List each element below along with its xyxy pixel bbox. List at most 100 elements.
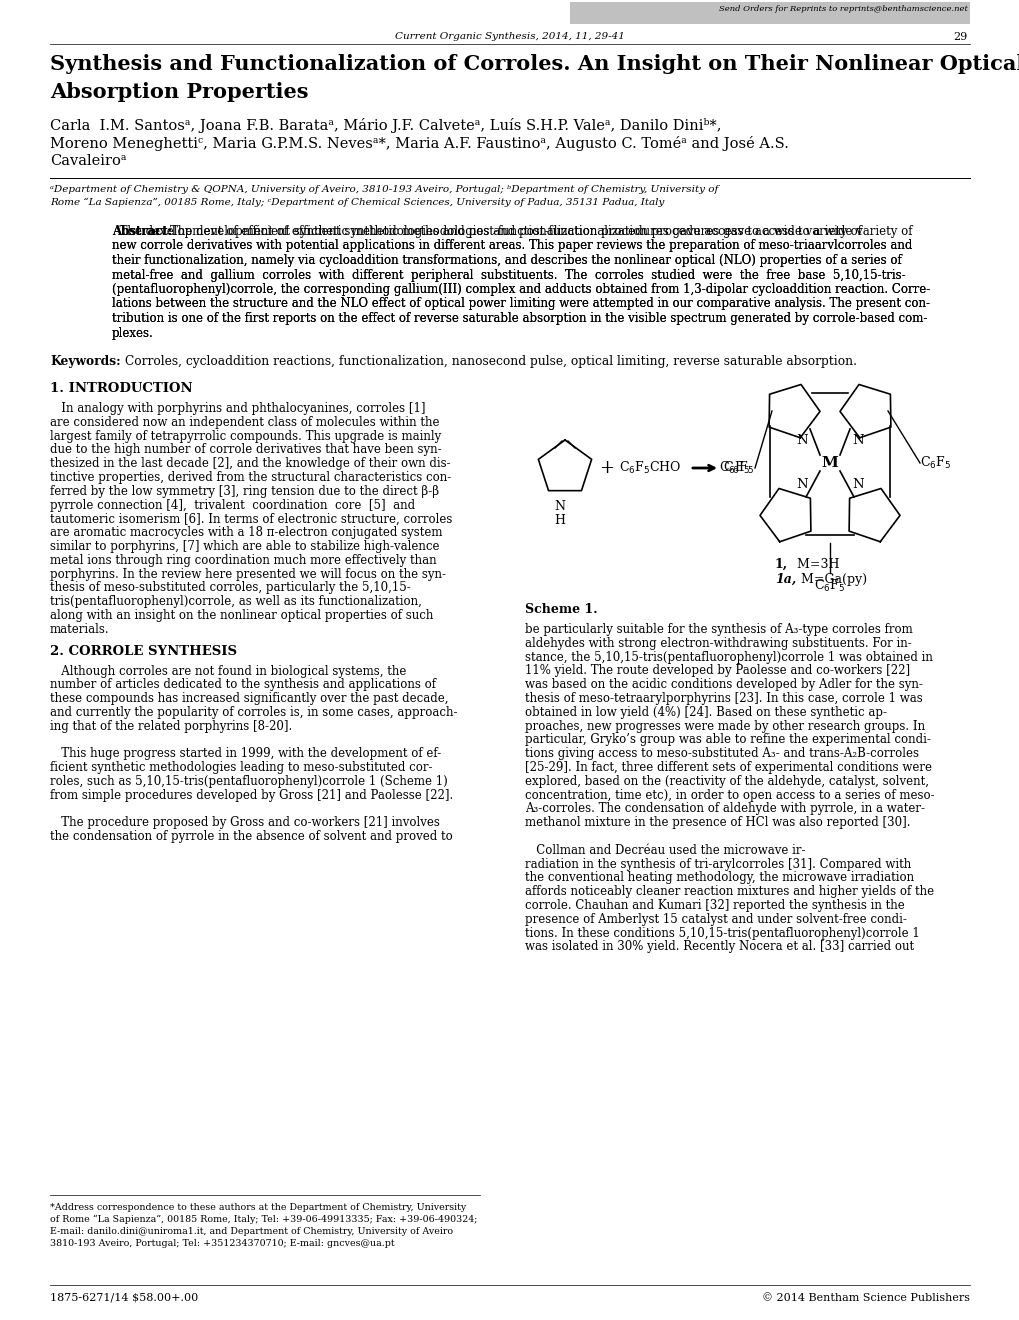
Text: lations between the structure and the NLO effect of optical power limiting were : lations between the structure and the NL… bbox=[112, 297, 929, 310]
Text: plexes.: plexes. bbox=[112, 326, 154, 339]
Text: 1,: 1, bbox=[774, 558, 788, 572]
Text: methanol mixture in the presence of HCl was also reported [30].: methanol mixture in the presence of HCl … bbox=[525, 816, 910, 829]
Text: their functionalization, namely via cycloaddition transformations, and describes: their functionalization, namely via cycl… bbox=[112, 253, 901, 267]
Text: was isolated in 30% yield. Recently Nocera et al. [33] carried out: was isolated in 30% yield. Recently Noce… bbox=[525, 940, 913, 953]
Text: The development of efficient synthetic methodologies and post-functionalization : The development of efficient synthetic m… bbox=[170, 224, 912, 238]
Text: 1875-6271/14 $58.00+.00: 1875-6271/14 $58.00+.00 bbox=[50, 1294, 198, 1303]
Text: N: N bbox=[554, 500, 565, 513]
Text: Rome “La Sapienza”, 00185 Rome, Italy; ᶜDepartment of Chemical Sciences, Univers: Rome “La Sapienza”, 00185 Rome, Italy; ᶜ… bbox=[50, 198, 663, 207]
Text: metal-free  and  gallium  corroles  with  different  peripheral  substituents.  : metal-free and gallium corroles with dif… bbox=[112, 268, 905, 281]
Text: ing that of the related porphyrins [8-20].: ing that of the related porphyrins [8-20… bbox=[50, 719, 292, 733]
Text: plexes.: plexes. bbox=[112, 326, 154, 339]
Text: C$_6$F$_5$: C$_6$F$_5$ bbox=[919, 455, 951, 471]
Text: materials.: materials. bbox=[50, 623, 109, 636]
Text: was based on the acidic conditions developed by Adler for the syn-: was based on the acidic conditions devel… bbox=[525, 678, 922, 692]
Text: new corrole derivatives with potential applications in different areas. This pap: new corrole derivatives with potential a… bbox=[112, 239, 911, 252]
Text: ficient synthetic methodologies leading to meso-substituted cor-: ficient synthetic methodologies leading … bbox=[50, 762, 432, 775]
Text: new corrole derivatives with potential applications in different areas. This pap: new corrole derivatives with potential a… bbox=[112, 239, 911, 252]
Text: Synthesis and Functionalization of Corroles. An Insight on Their Nonlinear Optic: Synthesis and Functionalization of Corro… bbox=[50, 54, 1019, 74]
Text: C$_6$F$_5$: C$_6$F$_5$ bbox=[718, 459, 749, 477]
Text: the conventional heating methodology, the microwave irradiation: the conventional heating methodology, th… bbox=[525, 871, 913, 884]
Text: *Address correspondence to these authors at the Department of Chemistry, Univers: *Address correspondence to these authors… bbox=[50, 1203, 466, 1212]
Text: This huge progress started in 1999, with the development of ef-: This huge progress started in 1999, with… bbox=[50, 747, 441, 760]
Text: Current Organic Synthesis, 2014, 11, 29-41: Current Organic Synthesis, 2014, 11, 29-… bbox=[394, 32, 625, 41]
Text: are aromatic macrocycles with a 18 π-electron conjugated system: are aromatic macrocycles with a 18 π-ele… bbox=[50, 527, 442, 539]
Text: 1a,: 1a, bbox=[774, 573, 796, 586]
Text: concentration, time etc), in order to open access to a series of meso-: concentration, time etc), in order to op… bbox=[525, 788, 933, 801]
Text: Absorption Properties: Absorption Properties bbox=[50, 82, 308, 102]
Text: corrole. Chauhan and Kumari [32] reported the synthesis in the: corrole. Chauhan and Kumari [32] reporte… bbox=[525, 899, 904, 912]
Text: N: N bbox=[851, 434, 863, 447]
Text: explored, based on the (reactivity of the aldehyde, catalyst, solvent,: explored, based on the (reactivity of th… bbox=[525, 775, 928, 788]
Text: ferred by the low symmetry [3], ring tension due to the direct β-β: ferred by the low symmetry [3], ring ten… bbox=[50, 484, 439, 498]
Text: stance, the 5,10,15-tris(pentafluorophenyl)corrole 1 was obtained in: stance, the 5,10,15-tris(pentafluorophen… bbox=[525, 651, 932, 664]
Text: Collman and Decréau used the microwave ir-: Collman and Decréau used the microwave i… bbox=[525, 843, 805, 857]
Text: thesized in the last decade [2], and the knowledge of their own dis-: thesized in the last decade [2], and the… bbox=[50, 457, 450, 470]
Text: Although corroles are not found in biological systems, the: Although corroles are not found in biolo… bbox=[50, 664, 406, 677]
Text: thesis of meso-tetraarylporphyrins [23]. In this case, corrole 1 was: thesis of meso-tetraarylporphyrins [23].… bbox=[525, 692, 922, 705]
Text: N: N bbox=[796, 434, 807, 447]
Text: +: + bbox=[599, 459, 613, 477]
Text: Keywords:: Keywords: bbox=[50, 355, 120, 368]
Text: N: N bbox=[851, 479, 863, 491]
Text: due to the high number of corrole derivatives that have been syn-: due to the high number of corrole deriva… bbox=[50, 444, 441, 457]
Text: © 2014 Bentham Science Publishers: © 2014 Bentham Science Publishers bbox=[761, 1294, 969, 1303]
Text: number of articles dedicated to the synthesis and applications of: number of articles dedicated to the synt… bbox=[50, 678, 435, 692]
Text: proaches, new progresses were made by other research groups. In: proaches, new progresses were made by ot… bbox=[525, 719, 924, 733]
Text: C$_6$F$_5$CHO: C$_6$F$_5$CHO bbox=[619, 459, 681, 477]
Text: tribution is one of the first reports on the effect of reverse saturable absorpt: tribution is one of the first reports on… bbox=[112, 312, 926, 325]
Text: tions giving access to meso-substituted A₃- and trans-A₂B-corroles: tions giving access to meso-substituted … bbox=[525, 747, 918, 760]
Text: Abstract:: Abstract: bbox=[112, 224, 172, 238]
Text: thesis of meso-substituted corroles, particularly the 5,10,15-: thesis of meso-substituted corroles, par… bbox=[50, 581, 411, 594]
Text: 3810-193 Aveiro, Portugal; Tel: +351234370710; E-mail: gncves@ua.pt: 3810-193 Aveiro, Portugal; Tel: +3512343… bbox=[50, 1239, 394, 1247]
Text: A₃-corroles. The condensation of aldehyde with pyrrole, in a water-: A₃-corroles. The condensation of aldehyd… bbox=[525, 803, 924, 816]
Text: of Rome “La Sapienza”, 00185 Rome, Italy; Tel: +39-06-49913335; Fax: +39-06-4903: of Rome “La Sapienza”, 00185 Rome, Italy… bbox=[50, 1214, 477, 1225]
Text: tris(pentafluorophenyl)corrole, as well as its functionalization,: tris(pentafluorophenyl)corrole, as well … bbox=[50, 595, 422, 609]
Text: (pentafluorophenyl)corrole, the corresponding gallium(III) complex and adducts o: (pentafluorophenyl)corrole, the correspo… bbox=[112, 282, 929, 296]
Text: Scheme 1.: Scheme 1. bbox=[525, 603, 597, 616]
Text: their functionalization, namely via cycloaddition transformations, and describes: their functionalization, namely via cycl… bbox=[112, 253, 901, 267]
Text: affords noticeably cleaner reaction mixtures and higher yields of the: affords noticeably cleaner reaction mixt… bbox=[525, 886, 933, 898]
Text: largest family of tetrapyrrolic compounds. This upgrade is mainly: largest family of tetrapyrrolic compound… bbox=[50, 429, 441, 442]
Text: M=Ga(py): M=Ga(py) bbox=[796, 573, 866, 586]
Text: (pentafluorophenyl)corrole, the corresponding gallium(III) complex and adducts o: (pentafluorophenyl)corrole, the correspo… bbox=[112, 282, 929, 296]
Text: tinctive properties, derived from the structural characteristics con-: tinctive properties, derived from the st… bbox=[50, 471, 450, 484]
Text: particular, Gryko’s group was able to refine the experimental condi-: particular, Gryko’s group was able to re… bbox=[525, 734, 930, 746]
Text: ᵃDepartment of Chemistry & QOPNA, University of Aveiro, 3810-193 Aveiro, Portuga: ᵃDepartment of Chemistry & QOPNA, Univer… bbox=[50, 185, 717, 194]
Text: metal ions through ring coordination much more effectively than: metal ions through ring coordination muc… bbox=[50, 554, 436, 566]
Text: tautomeric isomerism [6]. In terms of electronic structure, corroles: tautomeric isomerism [6]. In terms of el… bbox=[50, 512, 452, 525]
Text: presence of Amberlyst 15 catalyst and under solvent-free condi-: presence of Amberlyst 15 catalyst and un… bbox=[525, 913, 906, 925]
Text: these compounds has increased significantly over the past decade,: these compounds has increased significan… bbox=[50, 692, 448, 705]
Text: In analogy with porphyrins and phthalocyanines, corroles [1]: In analogy with porphyrins and phthalocy… bbox=[50, 403, 425, 414]
Text: and currently the popularity of corroles is, in some cases, approach-: and currently the popularity of corroles… bbox=[50, 706, 458, 719]
Text: Corroles, cycloaddition reactions, functionalization, nanosecond pulse, optical : Corroles, cycloaddition reactions, funct… bbox=[125, 355, 856, 368]
Text: C$_6$F$_5$: C$_6$F$_5$ bbox=[722, 459, 753, 477]
Text: 2. CORROLE SYNTHESIS: 2. CORROLE SYNTHESIS bbox=[50, 644, 236, 657]
Text: Moreno Meneghettiᶜ, Maria G.P.M.S. Nevesᵃ*, Maria A.F. Faustinoᵃ, Augusto C. Tom: Moreno Meneghettiᶜ, Maria G.P.M.S. Neves… bbox=[50, 136, 788, 150]
Text: along with an insight on the nonlinear optical properties of such: along with an insight on the nonlinear o… bbox=[50, 609, 433, 622]
Text: are considered now an independent class of molecules within the: are considered now an independent class … bbox=[50, 416, 439, 429]
Text: pyrrole connection [4],  trivalent  coordination  core  [5]  and: pyrrole connection [4], trivalent coordi… bbox=[50, 499, 415, 512]
Text: Cavaleiroᵃ: Cavaleiroᵃ bbox=[50, 154, 126, 168]
Text: Send Orders for Reprints to reprints@benthamscience.net: Send Orders for Reprints to reprints@ben… bbox=[718, 5, 967, 13]
Text: from simple procedures developed by Gross [21] and Paolesse [22].: from simple procedures developed by Gros… bbox=[50, 789, 452, 801]
Text: 1. INTRODUCTION: 1. INTRODUCTION bbox=[50, 381, 193, 395]
Bar bbox=[570, 3, 969, 24]
Text: C$_6$F$_5$: C$_6$F$_5$ bbox=[813, 578, 845, 594]
Text: metal-free  and  gallium  corroles  with  different  peripheral  substituents.  : metal-free and gallium corroles with dif… bbox=[112, 268, 905, 281]
Text: lations between the structure and the NLO effect of optical power limiting were : lations between the structure and the NL… bbox=[112, 297, 929, 310]
Text: obtained in low yield (4%) [24]. Based on these synthetic ap-: obtained in low yield (4%) [24]. Based o… bbox=[525, 706, 887, 719]
Text: porphyrins. In the review here presented we will focus on the syn-: porphyrins. In the review here presented… bbox=[50, 568, 445, 581]
Text: tribution is one of the first reports on the effect of reverse saturable absorpt: tribution is one of the first reports on… bbox=[112, 312, 926, 325]
Text: roles, such as 5,10,15-tris(pentafluorophenyl)corrole 1 (Scheme 1): roles, such as 5,10,15-tris(pentafluorop… bbox=[50, 775, 447, 788]
Text: M=3H: M=3H bbox=[792, 558, 839, 572]
Text: The development of efficient synthetic methodologies and post-functionalization : The development of efficient synthetic m… bbox=[112, 224, 861, 238]
Text: 29: 29 bbox=[953, 32, 967, 42]
Text: similar to porphyrins, [7] which are able to stabilize high-valence: similar to porphyrins, [7] which are abl… bbox=[50, 540, 439, 553]
Text: Abstract:: Abstract: bbox=[112, 224, 172, 238]
Text: H: H bbox=[554, 513, 565, 527]
Text: Carla  I.M. Santosᵃ, Joana F.B. Barataᵃ, Mário J.F. Calveteᵃ, Luís S.H.P. Valeᵃ,: Carla I.M. Santosᵃ, Joana F.B. Barataᵃ, … bbox=[50, 117, 720, 133]
Text: E-mail: danilo.dini@uniroma1.it, and Department of Chemistry, University of Avei: E-mail: danilo.dini@uniroma1.it, and Dep… bbox=[50, 1228, 452, 1236]
Text: M: M bbox=[820, 455, 838, 470]
Text: be particularly suitable for the synthesis of A₃-type corroles from: be particularly suitable for the synthes… bbox=[525, 623, 912, 636]
